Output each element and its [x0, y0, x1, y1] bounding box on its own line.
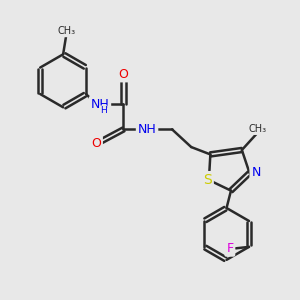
Text: H: H: [100, 106, 107, 115]
Text: S: S: [203, 173, 212, 187]
Text: NH: NH: [138, 123, 156, 136]
Text: CH₃: CH₃: [249, 124, 267, 134]
Text: O: O: [118, 68, 128, 80]
Text: CH₃: CH₃: [58, 26, 76, 36]
Text: O: O: [91, 137, 101, 150]
Text: F: F: [226, 242, 233, 255]
Text: N: N: [251, 166, 261, 179]
Text: NH: NH: [91, 98, 109, 111]
